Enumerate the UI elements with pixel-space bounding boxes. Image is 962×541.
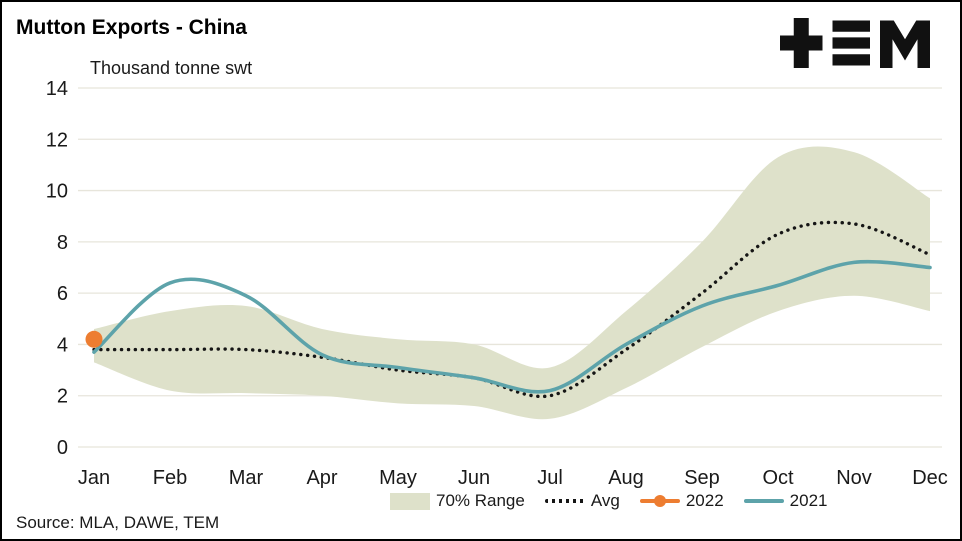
tem-logo: [780, 18, 930, 73]
y-tick-label: 14: [46, 78, 68, 100]
x-tick-label: Apr: [306, 467, 337, 489]
legend-label-range: 70% Range: [436, 491, 525, 510]
x-tick-label: May: [379, 467, 417, 489]
tem-logo-icon: [780, 18, 930, 68]
y-tick-label: 0: [57, 437, 68, 459]
chart-legend: 70% Range Avg 2022 2021: [390, 491, 838, 511]
y-tick-label: 12: [46, 129, 68, 151]
range-band-area: [94, 146, 930, 420]
x-tick-label: Jun: [458, 467, 490, 489]
legend-label-2021: 2021: [789, 491, 828, 510]
y-tick-label: 4: [57, 334, 68, 356]
legend-label-2022: 2022: [685, 491, 724, 510]
x-tick-label: Dec: [912, 467, 948, 489]
x-tick-label: Aug: [608, 467, 644, 489]
series-2022-point: [85, 330, 103, 348]
range-band-swatch-icon: [390, 492, 430, 510]
avg-line: [92, 220, 932, 399]
x-tick-label: Sep: [684, 467, 720, 489]
chart-units-label: Thousand tonne swt: [90, 58, 253, 78]
legend-item-avg: Avg: [544, 491, 620, 511]
source-note: Source: MLA, DAWE, TEM: [16, 513, 220, 532]
legend-item-2021: 2021: [743, 491, 828, 511]
series-2022-swatch-icon: [639, 495, 680, 507]
series-2021-line: [92, 259, 932, 394]
y-tick-label: 10: [46, 181, 68, 203]
legend-label-avg: Avg: [590, 491, 620, 510]
x-tick-label: Jul: [537, 467, 563, 489]
chart-title: Mutton Exports - China: [16, 16, 247, 39]
y-tick-label: 6: [57, 283, 68, 305]
x-tick-label: Jan: [78, 467, 110, 489]
x-tick-label: Feb: [153, 467, 187, 489]
y-tick-label: 2: [57, 386, 68, 408]
avg-line-swatch-icon: [544, 499, 585, 503]
series-2021-swatch-icon: [743, 499, 784, 503]
legend-item-2022: 2022: [639, 491, 724, 511]
x-tick-label: Mar: [229, 467, 264, 489]
series-2022-marker-icon: [653, 495, 666, 507]
x-tick-label: Oct: [762, 467, 794, 489]
x-tick-label: Nov: [836, 467, 872, 489]
y-tick-label: 8: [57, 232, 68, 254]
legend-item-range: 70% Range: [390, 491, 525, 511]
